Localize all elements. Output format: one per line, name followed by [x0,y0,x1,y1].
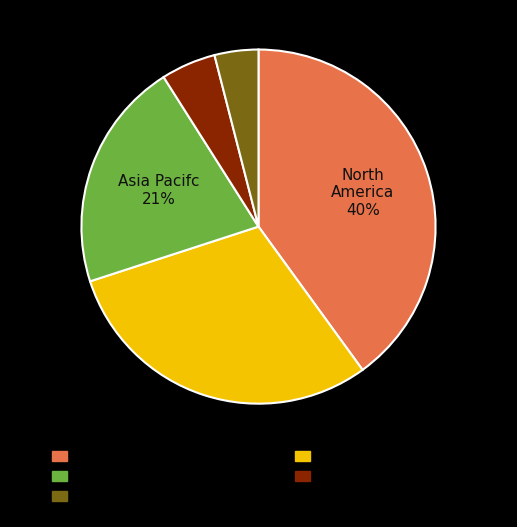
Wedge shape [215,50,258,227]
Wedge shape [258,50,435,370]
Wedge shape [90,227,362,404]
Wedge shape [82,77,258,281]
Text: Asia Pacifc
21%: Asia Pacifc 21% [118,174,199,207]
Text: North
America
40%: North America 40% [331,168,394,218]
Wedge shape [163,55,258,227]
